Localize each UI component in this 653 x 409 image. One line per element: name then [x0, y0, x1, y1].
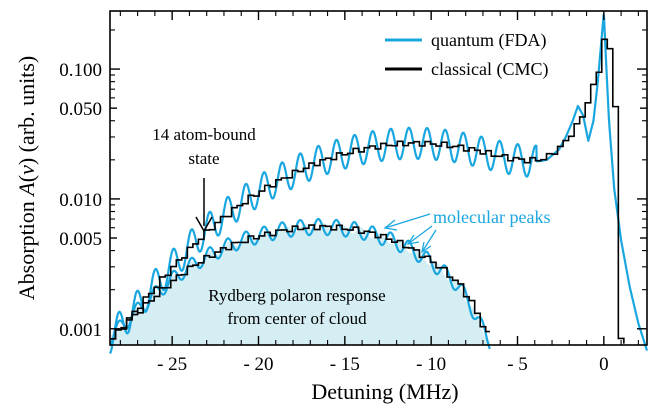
annotation-bound-state: 14 atom-bound state	[152, 125, 256, 233]
series-classical-center	[110, 224, 490, 340]
polaron-label-line2: from center of cloud	[227, 309, 367, 328]
bound-state-arrow-head	[195, 216, 213, 233]
legend: quantum (FDA) classical (CMC)	[385, 30, 548, 80]
annotation-molecular-peaks: molecular peaks	[383, 207, 550, 254]
center-cloud-fill	[110, 223, 490, 345]
y-tick-label: 0.010	[59, 190, 102, 211]
x-axis-label: Detuning (MHz)	[311, 379, 458, 404]
legend-label-classical: classical (CMC)	[431, 59, 548, 80]
series-quantum-center	[109, 217, 491, 350]
molecular-peaks-label: molecular peaks	[433, 207, 550, 227]
x-tick-label: - 20	[243, 354, 273, 375]
x-tick-label: 0	[599, 354, 609, 375]
molecular-peaks-arrow-3	[421, 229, 437, 253]
molecular-peaks-arrowhead-1	[383, 219, 398, 231]
x-tick-label: - 15	[330, 354, 360, 375]
y-axis-label: Absorption A(ν) (arb. units)	[14, 56, 39, 300]
x-tick-label: - 25	[157, 354, 187, 375]
molecular-peaks-arrowhead-2	[406, 234, 420, 245]
molecular-peaks-arrowhead-3	[421, 241, 432, 254]
y-tick-label: 0.005	[59, 229, 102, 250]
molecular-peaks-arrow-2	[407, 225, 433, 245]
y-tick-label: 0.001	[59, 320, 102, 341]
axis-ticks	[110, 11, 647, 345]
x-tick-label: - 10	[416, 354, 446, 375]
x-tick-label: - 5	[507, 354, 528, 375]
bound-state-label-line2: state	[188, 149, 219, 168]
legend-label-quantum: quantum (FDA)	[431, 30, 547, 51]
center-cloud-area	[110, 223, 490, 345]
series-classical-full	[110, 38, 625, 344]
polaron-label-line1: Rydberg polaron response	[208, 286, 385, 305]
y-tick-label: 0.050	[59, 99, 102, 120]
bound-state-label-line1: 14 atom-bound	[152, 125, 256, 144]
annotation-polaron: Rydberg polaron response from center of …	[208, 286, 385, 328]
y-tick-label: 0.100	[59, 60, 102, 81]
molecular-peaks-arrow-1	[384, 213, 431, 229]
series-lines	[109, 13, 649, 355]
plot-frame	[109, 10, 648, 346]
axis-tick-labels: - 25 - 20 - 15 - 10 - 5 0 0.001 0.005 0.010 0.050…	[59, 60, 608, 375]
